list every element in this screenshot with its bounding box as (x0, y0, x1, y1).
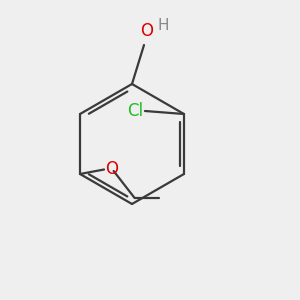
Text: O: O (106, 160, 118, 178)
Text: Cl: Cl (127, 102, 143, 120)
Text: H: H (158, 18, 169, 33)
Text: O: O (140, 22, 154, 40)
